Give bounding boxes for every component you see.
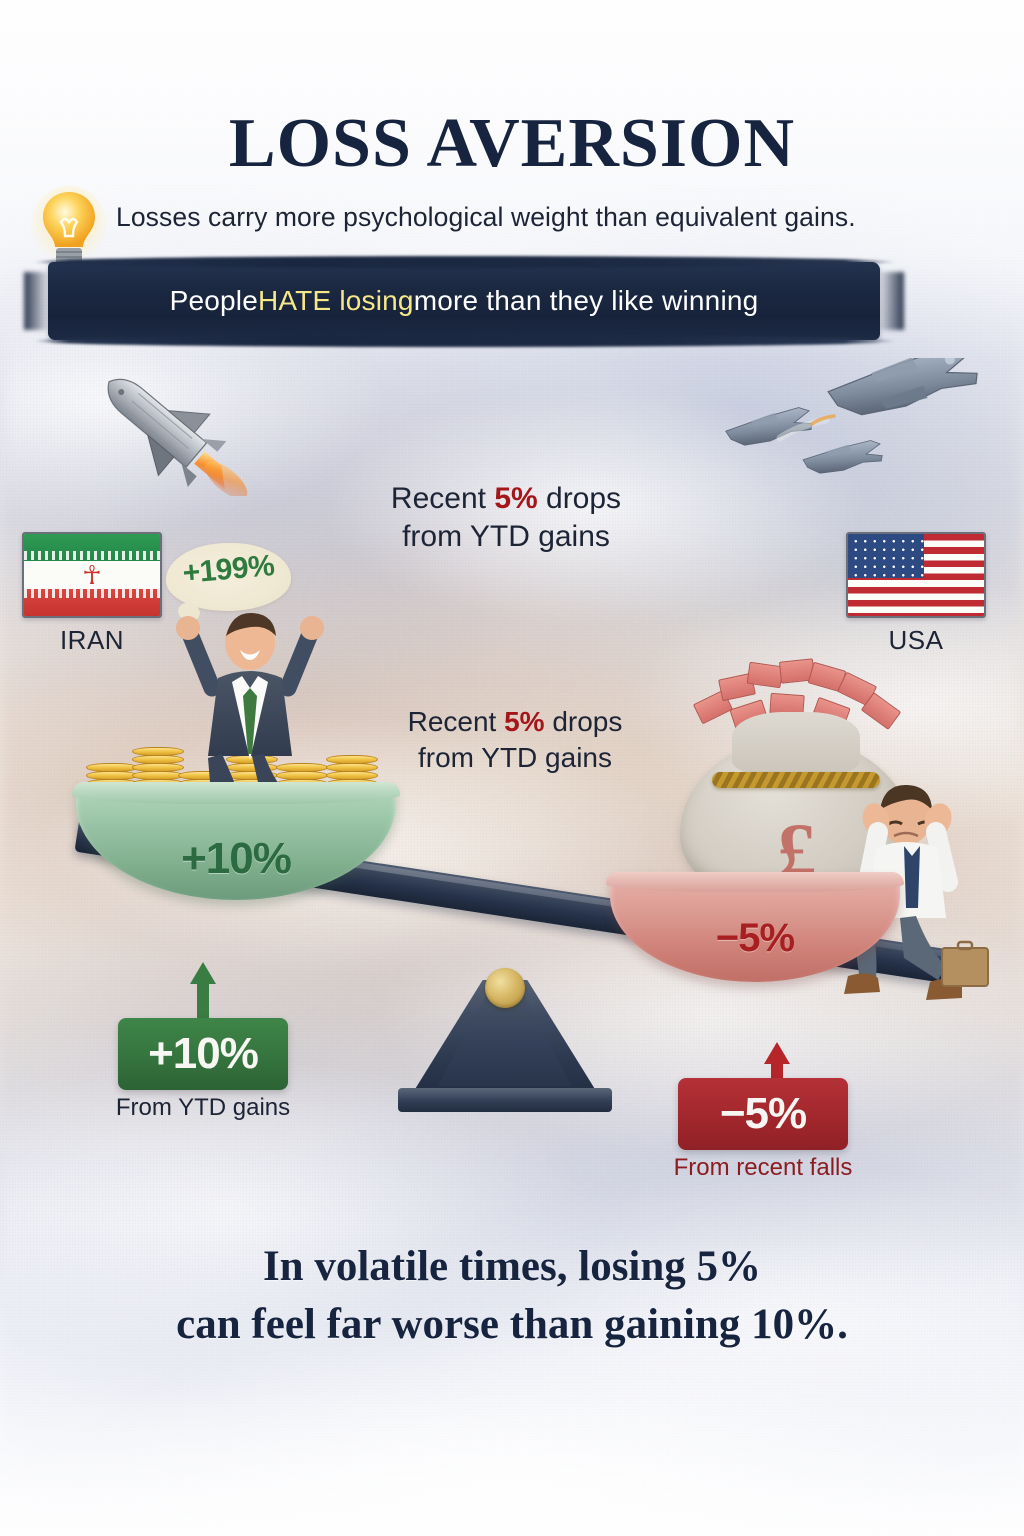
callout-top-line2: from YTD gains — [402, 520, 610, 554]
flag-label-iran: IRAN — [59, 625, 125, 655]
brush-tail-right — [878, 272, 904, 330]
pivot-bolt — [485, 968, 525, 1008]
lightbulb-icon — [31, 186, 107, 276]
fighter-jets-icon — [725, 358, 978, 474]
callout-mid-post: drops — [544, 706, 623, 737]
callout-mid: Recent 5% drops from YTD gains — [350, 704, 680, 776]
speech-bubble — [166, 543, 291, 624]
iran-flag-kufic-top — [24, 551, 160, 561]
banner-text-pre: People — [169, 285, 258, 316]
footer-conclusion: In volatile times, losing 5% can feel fa… — [0, 1238, 1024, 1354]
banner-highlight: HATE losing — [257, 285, 414, 316]
footer-line-1: In volatile times, losing 5% — [262, 1243, 762, 1290]
loss-badge-caption: From recent falls — [673, 1154, 853, 1181]
celebrating-businessman-icon — [176, 612, 324, 812]
gain-arrow-shaft — [197, 980, 209, 1024]
loss-arrow-head — [764, 1042, 790, 1064]
callout-top-value: 5% — [494, 482, 538, 515]
right-pan-value: −5% — [715, 916, 795, 960]
iran-flag-white-band — [24, 561, 160, 589]
right-pan-rim — [606, 872, 904, 892]
left-pan-rim — [72, 782, 400, 804]
callout-mid-value: 5% — [504, 706, 545, 737]
missile-icon — [107, 378, 248, 496]
right-pan: −5% — [606, 872, 904, 982]
fulcrum-icon — [398, 966, 612, 1112]
flag-block-usa: USA — [846, 532, 986, 656]
subtitle: Losses carry more psychological weight t… — [116, 202, 856, 232]
left-pan: +10% — [72, 782, 400, 900]
iran-flag-kufic-bottom — [24, 588, 160, 598]
money-bag-rope — [712, 772, 880, 788]
gain-arrow-icon — [190, 962, 216, 1024]
left-pan-value: +10% — [181, 834, 292, 883]
flag-block-iran: ☥ IRAN — [22, 532, 162, 656]
callout-mid-pre: Recent — [407, 706, 505, 737]
loss-badge: −5% — [678, 1078, 848, 1150]
page-title: LOSS AVERSION — [228, 105, 796, 182]
callout-top-post: drops — [537, 482, 622, 515]
key-message-banner: People HATE losing more than they like w… — [24, 262, 904, 340]
usa-flag-stars — [848, 534, 925, 579]
brush-stroke — [48, 262, 880, 340]
usa-flag-icon — [846, 532, 986, 618]
fulcrum-base — [398, 1088, 612, 1112]
flag-label-usa: USA — [888, 625, 944, 655]
banner-text: People HATE losing more than they like w… — [48, 262, 880, 340]
callout-mid-line2: from YTD gains — [418, 741, 612, 773]
gain-arrow-head — [190, 962, 216, 984]
usa-flag-canton — [848, 534, 925, 579]
banner-text-post: more than they like winning — [413, 285, 759, 316]
callout-top: Recent 5% drops from YTD gains — [336, 480, 676, 557]
iran-flag-icon: ☥ — [22, 532, 162, 618]
iran-flag-emblem: ☥ — [82, 560, 102, 590]
callout-top-pre: Recent — [390, 482, 495, 515]
money-bag-neck — [732, 712, 860, 774]
gain-badge-caption: From YTD gains — [115, 1094, 291, 1121]
bottom-fade — [0, 1236, 1024, 1536]
footer-line-2: can feel far worse than gaining 10%. — [176, 1301, 848, 1349]
gain-badge: +10% — [118, 1018, 288, 1090]
brush-tail-left — [24, 272, 50, 330]
